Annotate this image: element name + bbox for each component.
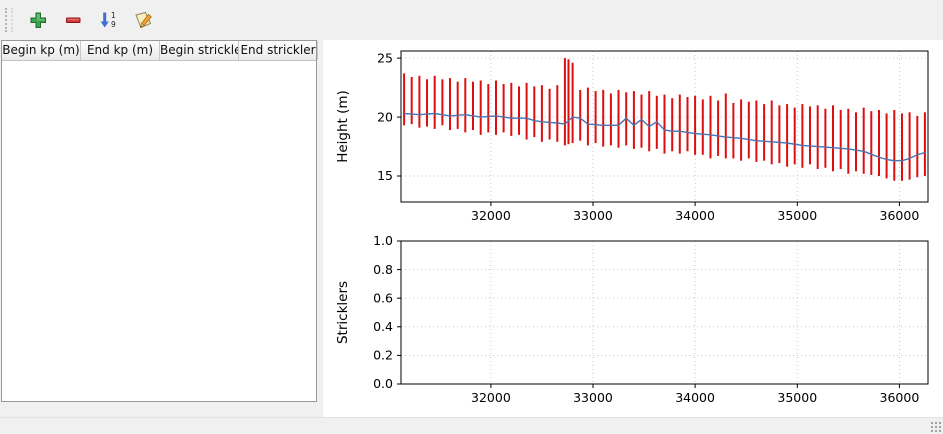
svg-text:25: 25: [377, 50, 393, 65]
height-profile-chart: 32000 33000 34000 35000 36000 15 20 25 Height (m…: [335, 50, 929, 223]
svg-text:0.8: 0.8: [373, 262, 393, 277]
edit-pencil-icon: [134, 11, 152, 28]
svg-text:32000: 32000: [471, 390, 511, 405]
svg-text:34000: 34000: [675, 208, 715, 223]
main-area: Begin kp (m) End kp (m) Begin strickler …: [0, 40, 943, 418]
svg-text:0.0: 0.0: [373, 376, 393, 391]
toolbar: 1 9: [0, 0, 943, 40]
svg-text:1: 1: [111, 11, 116, 20]
table-panel: Begin kp (m) End kp (m) Begin strickler …: [1, 40, 319, 418]
minus-icon: [66, 17, 81, 23]
svg-text:0.2: 0.2: [373, 348, 393, 363]
svg-text:20: 20: [377, 109, 393, 124]
svg-text:15: 15: [377, 168, 393, 183]
charts-panel: 32000 33000 34000 35000 36000 15 20 25 Height (m…: [323, 40, 943, 418]
column-header-end-kp[interactable]: End kp (m): [81, 41, 160, 60]
add-row-button[interactable]: [23, 5, 53, 35]
svg-text:32000: 32000: [471, 208, 511, 223]
svg-text:Stricklers: Stricklers: [335, 281, 351, 344]
svg-text:33000: 33000: [573, 390, 613, 405]
column-header-begin-kp[interactable]: Begin kp (m): [2, 41, 81, 60]
svg-text:35000: 35000: [777, 208, 817, 223]
svg-text:Height (m): Height (m): [335, 90, 351, 163]
svg-text:33000: 33000: [573, 208, 613, 223]
remove-row-button[interactable]: [58, 5, 88, 35]
column-header-begin-strickler[interactable]: Begin strickler: [160, 41, 239, 60]
column-header-end-strickler[interactable]: End strickler: [239, 41, 318, 60]
svg-text:0.6: 0.6: [373, 290, 393, 305]
svg-text:0.4: 0.4: [373, 319, 393, 334]
svg-text:36000: 36000: [880, 208, 920, 223]
stricklers-chart: 32000 33000 34000 35000 36000 0.0 0.2 0.4 0.6 0.8…: [335, 233, 929, 405]
status-bar: [0, 417, 943, 434]
svg-text:1.0: 1.0: [373, 233, 393, 248]
svg-text:34000: 34000: [675, 390, 715, 405]
sort-numeric-icon: 1 9: [100, 11, 116, 29]
resize-grip[interactable]: [929, 420, 942, 433]
table-header: Begin kp (m) End kp (m) Begin strickler …: [2, 41, 318, 61]
svg-text:9: 9: [111, 20, 116, 29]
svg-text:36000: 36000: [880, 390, 920, 405]
edit-button[interactable]: [128, 5, 158, 35]
table-body-empty: [2, 61, 316, 401]
plus-icon: [30, 12, 46, 28]
sort-rows-button[interactable]: 1 9: [93, 5, 123, 35]
strickler-table: Begin kp (m) End kp (m) Begin strickler …: [1, 40, 318, 402]
svg-text:35000: 35000: [777, 390, 817, 405]
toolbar-grip[interactable]: [5, 8, 13, 32]
